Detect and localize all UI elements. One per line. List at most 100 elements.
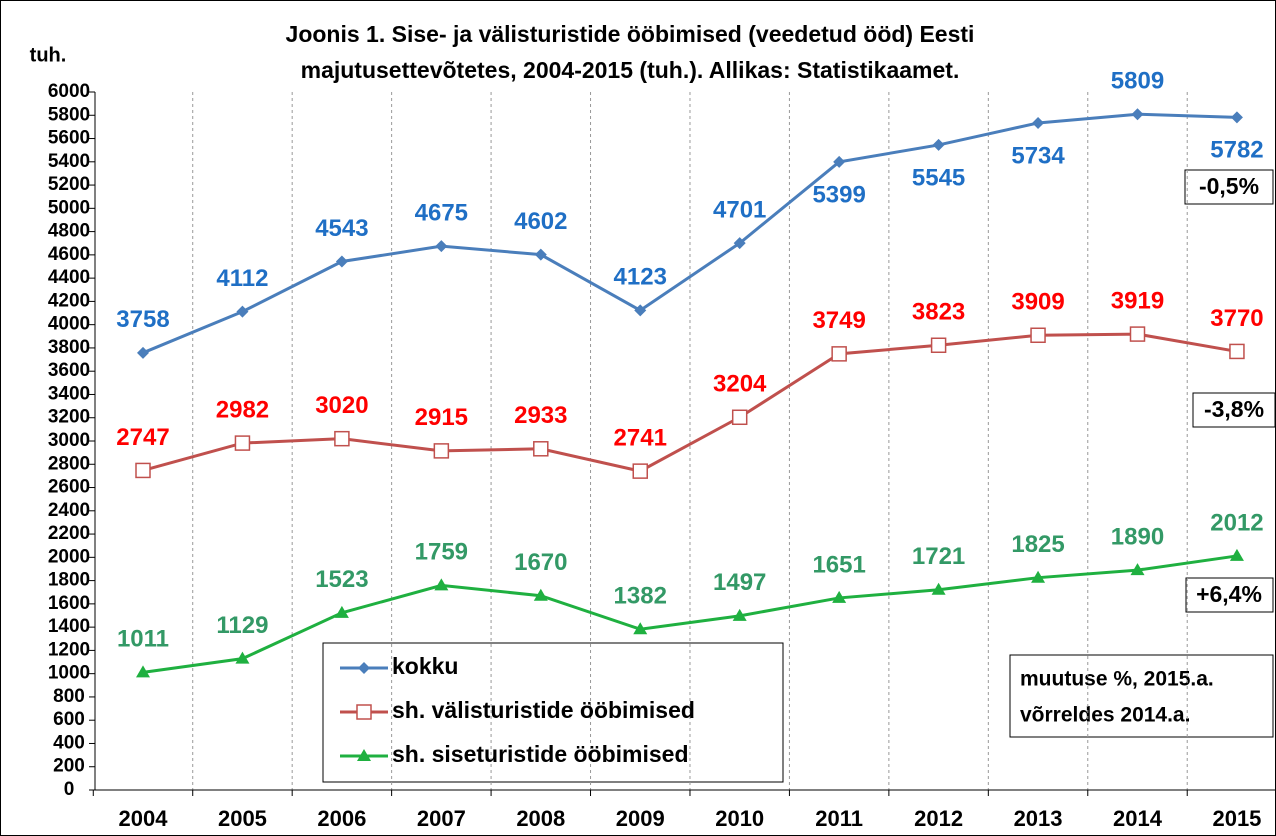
marker bbox=[931, 582, 946, 595]
x-tick-label: 2004 bbox=[119, 806, 169, 831]
marker bbox=[930, 337, 947, 354]
y-tick-label: 4400 bbox=[48, 267, 90, 288]
marker bbox=[234, 435, 251, 451]
legend-label: kokku bbox=[392, 653, 458, 679]
note-box bbox=[1009, 654, 1274, 738]
marker bbox=[732, 608, 747, 621]
data-label: 1129 bbox=[216, 612, 268, 639]
marker bbox=[358, 662, 370, 674]
data-label: 3020 bbox=[315, 392, 368, 419]
x-tick-label: 2010 bbox=[715, 806, 764, 831]
data-label: 2747 bbox=[116, 424, 169, 451]
data-label: 4675 bbox=[415, 199, 468, 226]
y-tick-label: 2800 bbox=[48, 453, 90, 474]
x-tick-label: 2013 bbox=[1014, 806, 1063, 831]
data-label: 1523 bbox=[315, 566, 368, 593]
y-tick-label: 600 bbox=[53, 709, 85, 730]
legend bbox=[322, 642, 784, 783]
series-line bbox=[142, 112, 1237, 355]
data-label: 5809 bbox=[1111, 68, 1164, 95]
marker bbox=[357, 749, 371, 761]
annotation-box bbox=[1185, 577, 1274, 613]
marker bbox=[1030, 327, 1046, 344]
y-tick-label: 4800 bbox=[48, 221, 90, 242]
marker bbox=[1229, 548, 1244, 561]
y-tick-label: 6000 bbox=[48, 81, 90, 102]
y-tick-label: 4600 bbox=[48, 244, 90, 265]
marker bbox=[634, 304, 647, 317]
series-line bbox=[142, 554, 1238, 674]
y-tick-label: 3000 bbox=[48, 430, 90, 451]
annotation-box bbox=[1184, 169, 1274, 205]
y-tick-label: 2200 bbox=[48, 523, 90, 544]
marker bbox=[1230, 111, 1243, 124]
data-label: 4123 bbox=[614, 264, 667, 291]
y-tick-label: 800 bbox=[53, 686, 85, 707]
data-label: 5734 bbox=[1011, 142, 1065, 169]
data-label: 1670 bbox=[514, 549, 567, 576]
marker bbox=[1129, 326, 1146, 342]
y-tick-label: 1200 bbox=[48, 639, 90, 660]
marker bbox=[433, 443, 450, 459]
y-tick-label: 1400 bbox=[48, 616, 90, 637]
data-label: 3749 bbox=[812, 307, 865, 334]
marker bbox=[1032, 116, 1045, 129]
annotation: +6,4% bbox=[1196, 581, 1262, 607]
data-label: 5782 bbox=[1210, 137, 1263, 164]
y-tick-label: 1800 bbox=[48, 570, 90, 591]
data-label: 1651 bbox=[812, 551, 865, 578]
data-label: 5399 bbox=[812, 181, 865, 208]
y-tick-label: 200 bbox=[53, 756, 85, 777]
note: võrreldes 2014.a. bbox=[1020, 704, 1190, 727]
x-tick-label: 2007 bbox=[417, 806, 466, 831]
marker bbox=[235, 651, 250, 664]
data-label: 1497 bbox=[713, 569, 766, 596]
note: muutuse %, 2015.a. bbox=[1020, 668, 1214, 691]
marker bbox=[1130, 563, 1145, 576]
marker bbox=[831, 346, 847, 362]
marker bbox=[135, 462, 151, 479]
marker bbox=[1131, 108, 1144, 121]
x-tick-label: 2008 bbox=[516, 806, 565, 831]
data-label: 3909 bbox=[1011, 289, 1064, 316]
data-label: 3204 bbox=[713, 371, 767, 398]
legend-label: sh. välisturistide ööbimised bbox=[392, 697, 695, 723]
data-label: 1825 bbox=[1011, 531, 1064, 558]
data-label: 2933 bbox=[514, 402, 567, 429]
marker bbox=[335, 255, 348, 268]
y-tick-label: 4200 bbox=[48, 290, 90, 311]
y-tick-label: 3400 bbox=[48, 383, 90, 404]
y-tick-label: 5400 bbox=[48, 151, 90, 172]
y-tick-label: 4000 bbox=[48, 314, 90, 335]
marker bbox=[632, 463, 648, 479]
marker bbox=[1031, 570, 1046, 583]
y-tick-label: 1000 bbox=[48, 663, 90, 684]
y-tick-label: 5600 bbox=[48, 128, 90, 149]
y-tick-label: 2000 bbox=[48, 546, 90, 567]
y-tick-label: 5800 bbox=[48, 104, 90, 125]
data-label: 2915 bbox=[415, 404, 468, 431]
x-tick-label: 2005 bbox=[218, 806, 267, 831]
y-tick-label: 2400 bbox=[48, 500, 90, 521]
data-label: 3758 bbox=[116, 306, 169, 333]
marker bbox=[356, 704, 372, 720]
data-label: 1382 bbox=[614, 583, 667, 610]
data-label: 1721 bbox=[912, 543, 965, 570]
marker bbox=[534, 248, 547, 261]
marker bbox=[932, 138, 945, 151]
y-tick-label: 400 bbox=[53, 732, 85, 753]
y-tick-label: 3200 bbox=[48, 407, 90, 428]
marker bbox=[137, 346, 149, 359]
y-tick-label: 3600 bbox=[48, 360, 90, 381]
marker bbox=[533, 441, 549, 457]
x-tick-label: 2015 bbox=[1212, 806, 1261, 831]
x-tick-label: 2009 bbox=[616, 806, 665, 831]
data-label: 2012 bbox=[1210, 509, 1263, 536]
data-label: 2741 bbox=[614, 424, 667, 451]
data-label: 4602 bbox=[514, 208, 567, 235]
y-tick-label: 3800 bbox=[48, 337, 90, 358]
marker bbox=[334, 605, 349, 618]
y-tick-label: 2600 bbox=[48, 477, 90, 498]
marker bbox=[435, 240, 448, 253]
